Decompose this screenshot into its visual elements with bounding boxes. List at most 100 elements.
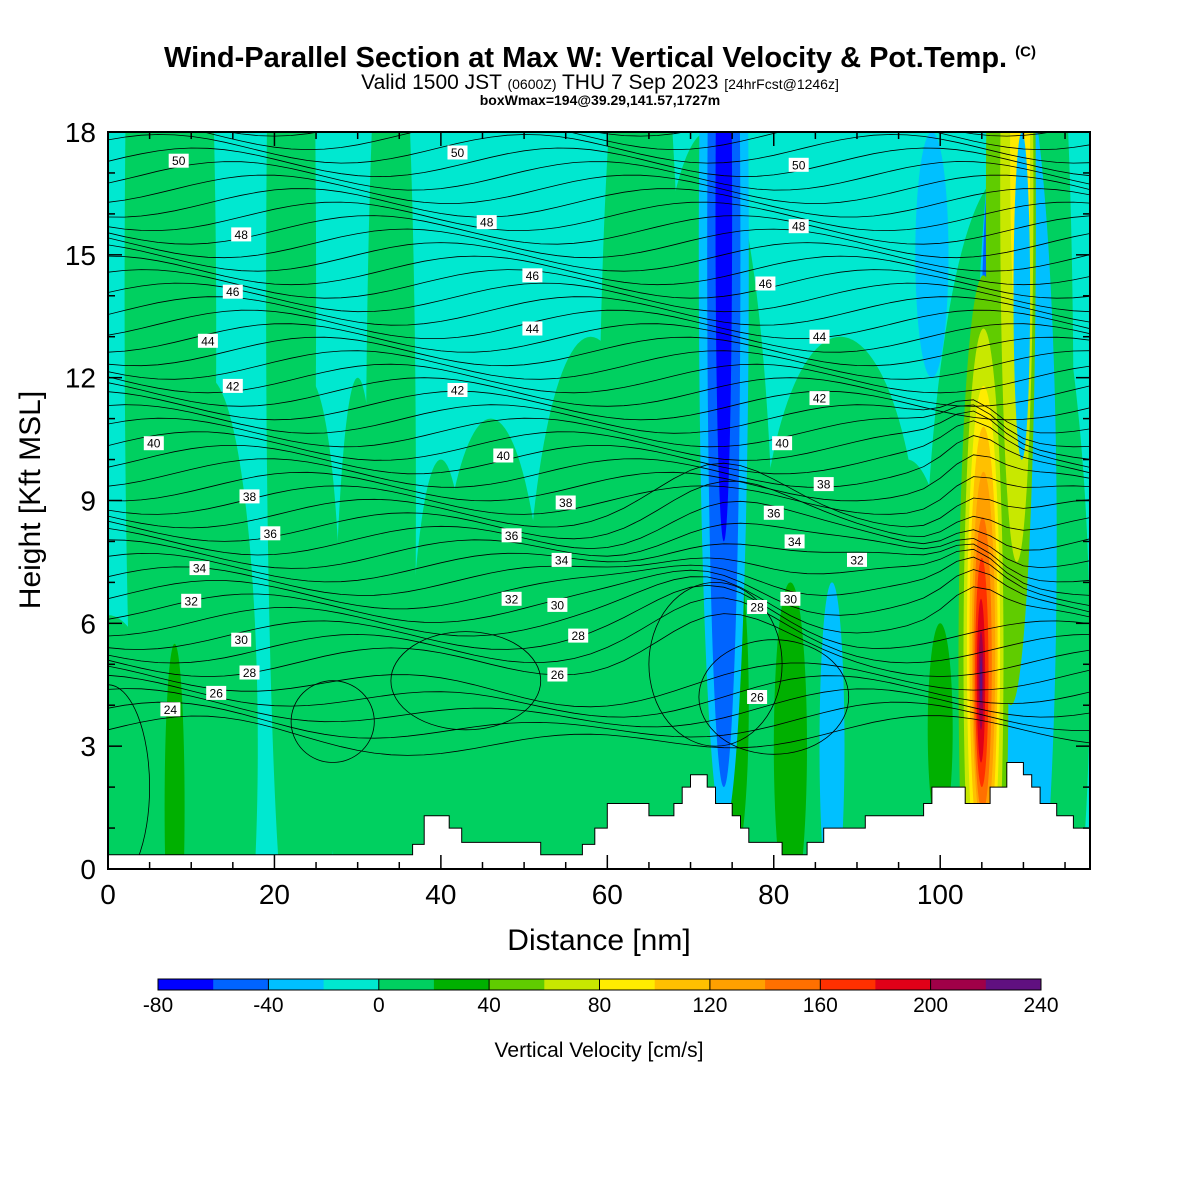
contour-label-bg (522, 321, 543, 336)
colorbar-swatch (433, 979, 490, 990)
contour-label-bg (809, 391, 830, 406)
contour-label-bg (501, 528, 522, 543)
velocity-cell (1013, 132, 1031, 460)
velocity-cell (979, 656, 983, 706)
colorbar-tick-label: 80 (588, 994, 611, 1017)
colorbar-tick-label: 160 (803, 994, 838, 1017)
y-tick-label: 18 (65, 117, 96, 148)
contour-label-bg (231, 227, 252, 242)
contour-label: 30 (231, 632, 252, 647)
velocity-cell (819, 582, 845, 869)
terrain-profile (108, 762, 1090, 869)
x-tick-label: 40 (425, 879, 456, 910)
y-tick-label: 12 (65, 363, 96, 394)
contour-label-bg (813, 477, 834, 492)
colorbar-swatch (875, 979, 932, 990)
contour-label: 46 (222, 284, 243, 299)
x-tick-label: 100 (917, 879, 964, 910)
velocity-cell (773, 582, 807, 869)
isentrope-line (108, 543, 1090, 583)
contour-label: 40 (772, 436, 793, 451)
contour-label: 34 (784, 534, 805, 549)
y-tick-label: 15 (65, 240, 96, 271)
isentrope-line (108, 556, 1090, 610)
isentrope-line (108, 242, 1090, 272)
isentrope-line (108, 174, 1090, 204)
contour-label-bg (447, 383, 468, 397)
contour-label-text: 48 (235, 228, 249, 242)
isentrope-line (108, 435, 1090, 488)
isentrope-line (108, 161, 1090, 191)
potential-temperature-contours (108, 132, 1090, 869)
contour-label-bg (547, 597, 568, 612)
contour-label-text: 28 (243, 666, 257, 680)
contour-label-bg (809, 329, 830, 344)
isentrope-loop (108, 684, 150, 869)
contour-label: 24 (160, 702, 181, 717)
contour-label-bg (160, 702, 181, 717)
contour-label: 36 (763, 505, 784, 520)
isentrope-line (108, 584, 1090, 650)
isentrope-line (201, 132, 1090, 151)
contour-label-text: 40 (775, 437, 789, 451)
contour-label: 42 (222, 378, 243, 393)
contour-label-text: 38 (559, 496, 573, 510)
contour-label-bg (231, 632, 252, 647)
contour-label-bg (747, 600, 768, 614)
contour-label: 42 (447, 383, 468, 398)
isentrope-line (108, 522, 1090, 569)
contour-label: 28 (239, 665, 260, 680)
colorbar-swatch (654, 979, 711, 990)
box-wmax-info: boxWmax=194@39.29,141.57,1727m (479, 92, 721, 108)
contour-label: 36 (501, 528, 522, 543)
contour-label-bg (788, 219, 809, 234)
isentrope-line (108, 597, 1090, 664)
forecast-info: [24hrFcst@1246z] (724, 76, 839, 92)
isentrope-line (108, 228, 1090, 259)
contour-label-text: 32 (185, 594, 199, 608)
colorbar-swatch (213, 979, 269, 990)
contour-label-text: 48 (792, 220, 806, 234)
contour-label: 44 (809, 329, 830, 344)
contour-label-text: 36 (767, 506, 781, 520)
isentrope-line (108, 255, 1090, 286)
colorbar-swatch (709, 979, 766, 990)
title-text: Wind-Parallel Section at Max W: Vertical… (163, 42, 1008, 74)
contour-label-bg (547, 667, 568, 682)
contour-label-bg (189, 561, 210, 576)
contour-label-text: 50 (792, 158, 806, 172)
colorbar-tick-label: 40 (477, 994, 500, 1017)
contour-label-bg (763, 505, 784, 520)
contour-label-text: 38 (817, 478, 831, 492)
contour-label-text: 46 (759, 277, 773, 291)
contour-label-text: 42 (451, 384, 465, 398)
isentrope-line (108, 336, 1090, 367)
colorbar-tick-label: 240 (1023, 994, 1058, 1017)
contour-label: 50 (788, 157, 809, 172)
contour-label-bg (206, 685, 227, 700)
contour-label: 26 (747, 690, 768, 705)
y-axis-title: Height [Kft MSL] (14, 391, 47, 609)
x-tick-label: 80 (758, 879, 789, 910)
contour-label-text: 26 (750, 691, 764, 705)
contour-label: 46 (522, 268, 543, 283)
chart-title: Wind-Parallel Section at Max W: Vertical… (0, 42, 1200, 75)
isentrope-line (108, 296, 1090, 326)
isentrope-line (108, 688, 1090, 728)
y-tick-label: 0 (80, 854, 96, 885)
isentrope-line (108, 269, 1090, 299)
contour-label: 36 (260, 526, 281, 541)
isentrope-line (108, 377, 1090, 407)
x-tick-label: 0 (100, 879, 116, 910)
x-tick-label: 20 (259, 879, 290, 910)
colorbar-swatch (323, 979, 380, 990)
colorbar-swatch (268, 979, 325, 990)
contour-label-text: 26 (551, 668, 565, 682)
contour-label: 38 (813, 477, 834, 492)
isentrope-loop (698, 639, 850, 755)
contour-label-bg (222, 284, 243, 299)
contour-label-text: 30 (235, 633, 249, 647)
isentrope-line (108, 390, 1090, 421)
contour-label: 48 (788, 219, 809, 234)
contour-label-bg (784, 534, 805, 549)
